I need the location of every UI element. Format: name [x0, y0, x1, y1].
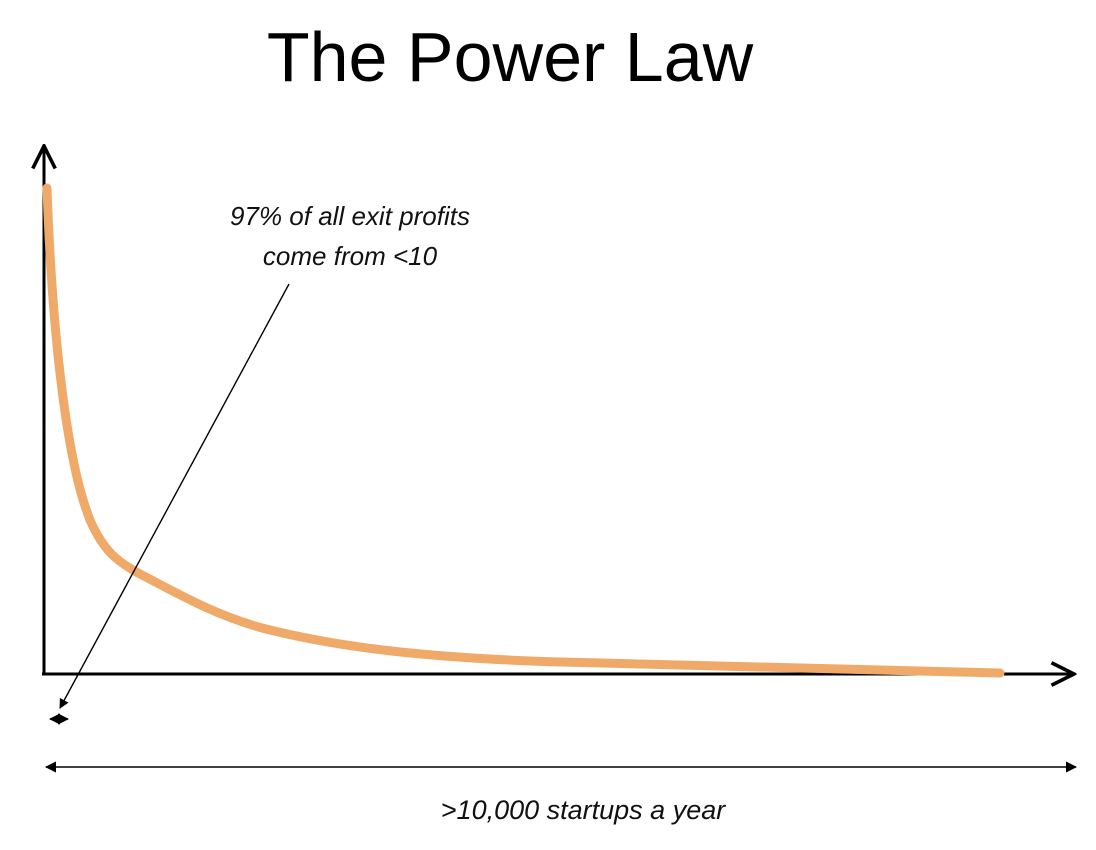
chart-annotation: 97% of all exit profits come from <10: [160, 196, 540, 276]
power-law-curve: [42, 183, 1005, 678]
annotation-line-1: 97% of all exit profits: [230, 201, 470, 231]
x-range-label: >10,000 startups a year: [440, 795, 726, 825]
annotation-pointer-line: [59, 283, 290, 709]
slide-title: The Power Law: [266, 18, 754, 96]
annotation-line-2: come from <10: [262, 241, 438, 271]
